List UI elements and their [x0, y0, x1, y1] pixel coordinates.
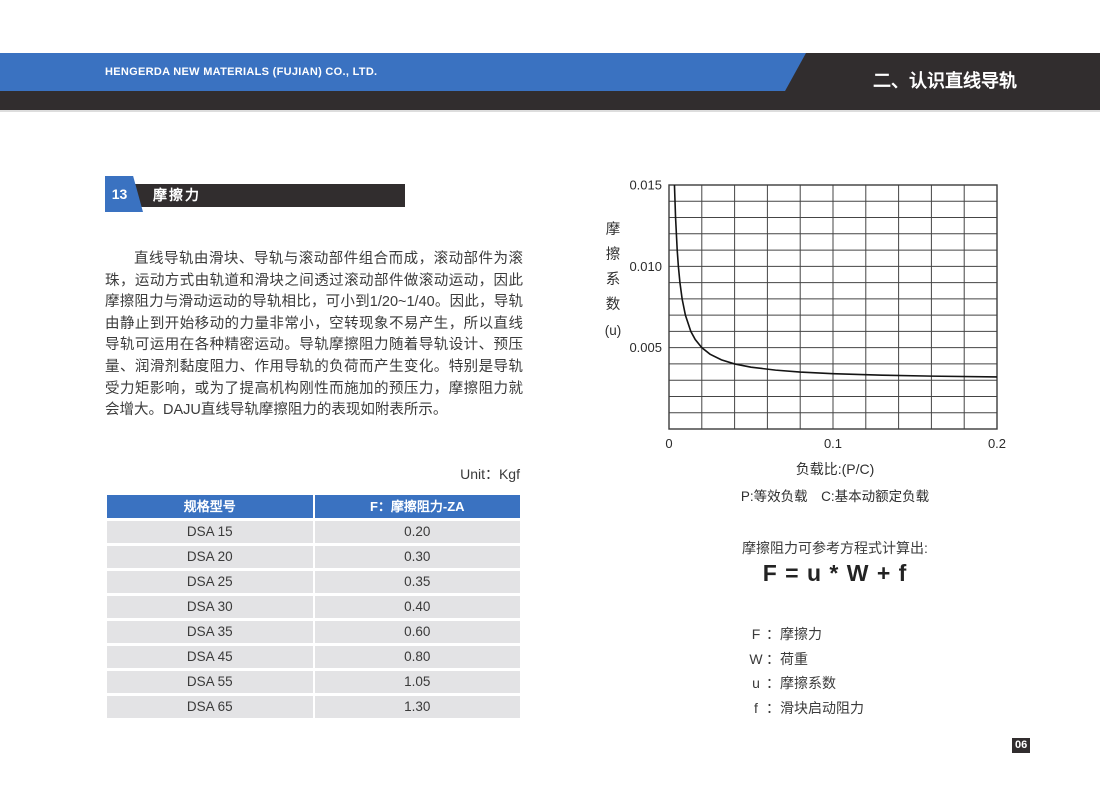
friction-coefficient-chart: 0.005 0.010 0.015 0 0.1 0.2 [629, 178, 1006, 452]
y-axis-label-char: 擦 [605, 247, 621, 263]
model-cell: DSA 15 [186, 524, 233, 539]
formula-legend-item: u ：摩擦系数 [746, 671, 864, 696]
friction-value-cell: 0.30 [312, 546, 521, 568]
formula-legend-item: W：荷重 [746, 647, 864, 672]
table-header-row: 规格型号 F：摩擦阻力-ZA [107, 495, 520, 518]
model-cell: DSA 30 [186, 599, 233, 614]
company-name: HENGERDA NEW MATERIALS (FUJIAN) CO., LTD… [105, 66, 378, 78]
x-tick-label: 0 [665, 436, 672, 451]
friction-value-cell: 0.80 [312, 646, 521, 668]
friction-value-cell: 0.40 [312, 596, 521, 618]
table-row: DSA 45 0.80 [107, 646, 520, 668]
formula-legend-item: F ：摩擦力 [746, 622, 864, 647]
friction-value-cell: 1.05 [312, 671, 521, 693]
table-row: DSA 30 0.40 [107, 596, 520, 618]
legend-symbol: F [751, 626, 761, 643]
section-number: 13 [111, 186, 128, 202]
page-number-badge: 06 [1012, 738, 1031, 753]
body-paragraph: 直线导轨由滑块、导轨与滚动部件组合而成，滚动部件为滚珠，运动方式由轨道和滑块之间… [105, 251, 523, 419]
model-cell: DSA 65 [186, 699, 233, 714]
legend-symbol: W [749, 650, 763, 667]
unit-label: Unit：Kgf [460, 466, 520, 482]
y-axis-label-char: 数 [605, 297, 621, 313]
model-cell: DSA 35 [186, 624, 233, 639]
table-row: DSA 20 0.30 [107, 546, 520, 568]
y-tick-label: 0.005 [629, 340, 662, 355]
table-header-cell: F：摩擦阻力-ZA [312, 495, 521, 518]
friction-value-cell: 1.30 [312, 696, 521, 718]
section-title: 摩擦力 [153, 187, 201, 203]
x-axis-label: 负载比:(P/C) [795, 461, 875, 477]
formula-legend: F：摩擦力 W：荷重 u：摩擦系数 f：滑块启动阻力 [746, 622, 864, 720]
friction-table: 规格型号 F：摩擦阻力-ZA DSA 15 0.20 DSA 20 0.30 DSA 25… [107, 495, 520, 718]
legend-label: 摩擦系数 [780, 675, 836, 692]
table-row: DSA 25 0.35 [107, 571, 520, 593]
friction-value-cell: 0.35 [312, 571, 521, 593]
plot-border [668, 184, 998, 430]
model-cell: DSA 45 [186, 649, 233, 664]
y-tick-label: 0.015 [629, 178, 662, 193]
table-row: DSA 65 1.30 [107, 696, 520, 718]
model-cell: DSA 25 [186, 574, 233, 589]
x-tick-label: 0.1 [824, 436, 842, 451]
legend-label: 滑块启动阻力 [780, 699, 864, 716]
axis-note: P:等效负载 C:基本动额定负载 [740, 489, 930, 504]
formula-legend-item: f ：滑块启动阻力 [746, 696, 864, 721]
chapter-title: 二、认识直线导轨 [873, 71, 1017, 91]
legend-colon: ： [766, 626, 780, 643]
legend-symbol: u [752, 675, 760, 692]
table-row: DSA 15 0.20 [107, 521, 520, 543]
header-blue-band: HENGERDA NEW MATERIALS (FUJIAN) CO., LTD… [0, 53, 806, 91]
formula-equation: F = u * W + f [762, 560, 908, 586]
y-axis-label: 摩擦系数 (u) [597, 218, 629, 343]
legend-colon: ： [766, 650, 780, 667]
y-tick-label: 0.010 [629, 259, 662, 274]
legend-label: 荷重 [780, 650, 808, 667]
y-axis-label-char: 系 [605, 272, 621, 288]
friction-value-cell: 0.20 [312, 521, 521, 543]
table-row: DSA 55 1.05 [107, 671, 520, 693]
section-number-badge: 13 [105, 176, 143, 212]
model-cell: DSA 55 [186, 674, 233, 689]
formula-intro: 摩擦阻力可参考方程式计算出: [742, 540, 928, 556]
legend-colon: ： [766, 699, 780, 716]
friction-value-cell: 0.60 [312, 621, 521, 643]
model-cell: DSA 20 [186, 549, 233, 564]
section-title-bar: 摩擦力 [105, 184, 405, 207]
y-axis-label-char: (u) [604, 323, 622, 338]
x-tick-label: 0.2 [988, 436, 1006, 451]
friction-curve [673, 184, 998, 378]
legend-label: 摩擦力 [780, 626, 822, 643]
table-header-cell: 规格型号 [183, 499, 236, 514]
table-row: DSA 35 0.60 [107, 621, 520, 643]
legend-symbol: f [754, 699, 758, 716]
legend-colon: ： [766, 675, 780, 692]
y-axis-label-char: 摩 [605, 222, 621, 238]
